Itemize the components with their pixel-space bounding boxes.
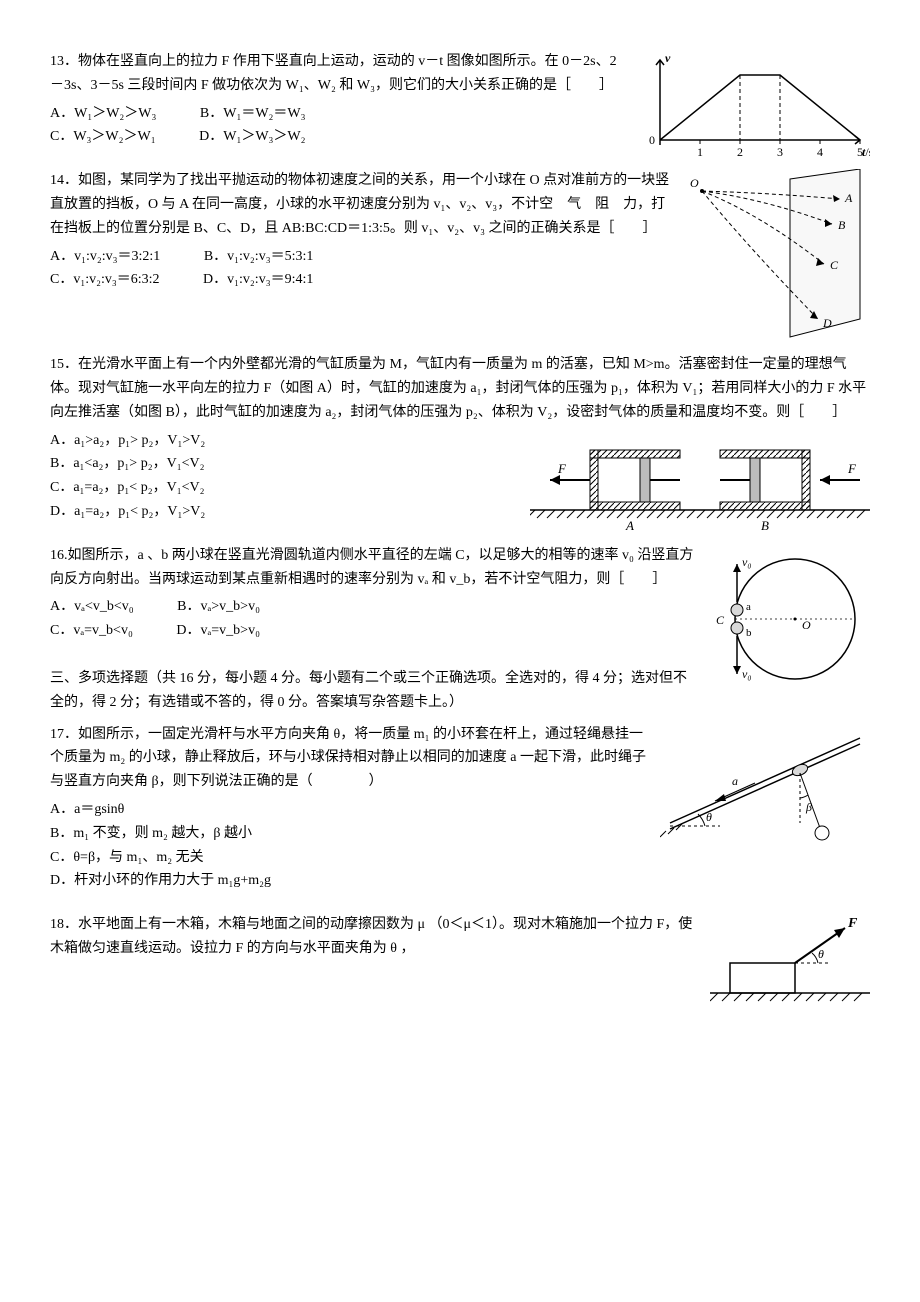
q16-opt-a: A．vₐ<v_b<v₀ (50, 595, 134, 619)
question-14: O A B C D 14．如图，某同学为了找出 (50, 169, 870, 292)
q17-text: 17．如图所示，一固定光滑杆与水平方向夹角 θ，将一质量 m₁ 的小环套在杆上，… (50, 723, 650, 794)
q16-v0-bot: v₀ (742, 667, 752, 681)
q15-F-A: F (557, 461, 567, 476)
svg-text:1: 1 (697, 145, 703, 159)
q13-opt-a: A．W₁＞W₂＞W₃ (50, 102, 156, 126)
q16-label-a: a (746, 601, 751, 613)
svg-text:3: 3 (777, 145, 783, 159)
question-13: v t/s 0 1 2 3 4 5 13．物体在竖直向上的拉力 F 作用下竖直向… (50, 50, 870, 149)
q17-opt-d: D．杆对小环的作用力大于 m₁g+m₂g (50, 869, 870, 893)
svg-text:5: 5 (857, 145, 863, 159)
q15-F-B: F (847, 461, 857, 476)
q16-opt-b: B．vₐ>v_b>v₀ (177, 595, 260, 619)
q14-opt-b: B．v₁:v₂:v₃＝5:3:1 (204, 245, 314, 269)
q14-text: 14．如图，某同学为了找出平抛运动的物体初速度之间的关系，用一个小球在 O 点对… (50, 169, 670, 240)
q17-theta: θ (706, 810, 712, 824)
q17-a: a (732, 774, 738, 788)
q14-label-D: D (822, 316, 832, 330)
q13-opt-c: C．W₃＞W₂＞W₁ (50, 125, 156, 149)
q18-figure: F θ (710, 913, 870, 1013)
q16-label-O: O (802, 618, 811, 632)
q13-opt-b: B．W₁＝W₂＝W₃ (200, 102, 306, 126)
q16-figure: O C a b v₀ v₀ (710, 544, 870, 694)
q15-figure: F A F B (530, 425, 870, 535)
q17-figure: θ a β (660, 723, 870, 853)
q15-text: 15．在光滑水平面上有一个内外壁都光滑的气缸质量为 M，气缸内有一质量为 m 的… (50, 353, 870, 424)
q13-text: 13．物体在竖直向上的拉力 F 作用下竖直向上运动，运动的 v－t 图像如图所示… (50, 50, 630, 98)
svg-text:4: 4 (817, 145, 823, 159)
q17-beta: β (805, 800, 812, 814)
q15-opt-c: C．a₁=a₂，p₁< p₂，V₁<V₂ (50, 476, 520, 500)
q16-label-b: b (746, 627, 752, 639)
q14-opt-c: C．v₁:v₂:v₃＝6:3:2 (50, 268, 160, 292)
q16-v0-top: v₀ (742, 555, 752, 569)
q14-label-O: O (690, 176, 699, 190)
q13-opt-d: D．W₁＞W₃＞W₂ (199, 125, 305, 149)
question-15: 15．在光滑水平面上有一个内外壁都光滑的气缸质量为 M，气缸内有一质量为 m 的… (50, 353, 870, 524)
q15-opt-b: B．a₁<a₂，p₁> p₂，V₁<V₂ (50, 452, 520, 476)
q16-opt-d: D．vₐ=v_b>v₀ (176, 619, 260, 643)
q15-opt-a: A．a₁>a₂，p₁> p₂，V₁>V₂ (50, 429, 520, 453)
svg-text:2: 2 (737, 145, 743, 159)
q15-label-B: B (761, 518, 769, 533)
question-17: θ a β 17．如图所示，一固定光滑杆与水平方向夹角 θ，将一质量 m₁ 的小… (50, 723, 870, 894)
q15-opt-d: D．a₁=a₂，p₁< p₂，V₁>V₂ (50, 500, 520, 524)
svg-text:0: 0 (649, 133, 655, 147)
q14-figure: O A B C D (680, 169, 870, 349)
q18-text: 18．水平地面上有一木箱，木箱与地面之间的动摩擦因数为 μ （0＜μ＜1）。现对… (50, 913, 700, 961)
q18-F: F (847, 916, 858, 931)
q14-label-A: A (844, 191, 853, 205)
q14-opt-d: D．v₁:v₂:v₃＝9:4:1 (203, 268, 313, 292)
vt-y-label: v (665, 51, 671, 65)
q13-figure: v t/s 0 1 2 3 4 5 (640, 50, 870, 160)
vt-x-label: t/s (862, 145, 870, 159)
q16-label-C: C (716, 613, 725, 627)
q16-opt-c: C．vₐ=v_b<v₀ (50, 619, 133, 643)
q14-opt-a: A．v₁:v₂:v₃＝3:2:1 (50, 245, 160, 269)
q15-label-A: A (625, 518, 634, 533)
q18-theta: θ (818, 947, 824, 961)
q14-label-B: B (838, 218, 846, 232)
question-18: F θ 18．水平地面上有一木箱，木箱与地面之间的动摩擦因数为 μ （0＜μ＜1… (50, 913, 870, 961)
question-16: O C a b v₀ v₀ 16.如图所示，a 、b 两小球在竖直光滑圆轨道内侧… (50, 544, 870, 643)
q14-label-C: C (830, 258, 839, 272)
q16-text: 16.如图所示，a 、b 两小球在竖直光滑圆轨道内侧水平直径的左端 C，以足够大… (50, 544, 700, 592)
